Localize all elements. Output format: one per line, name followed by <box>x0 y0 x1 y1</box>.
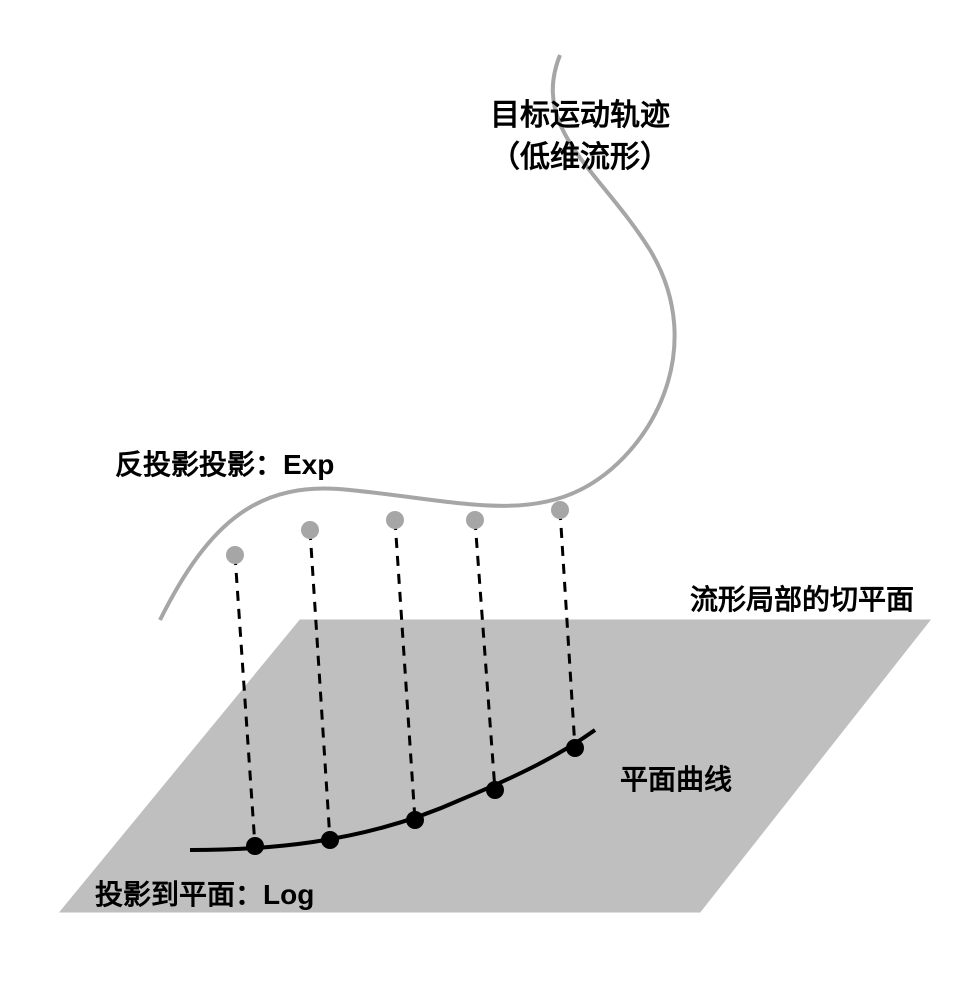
plane-point <box>566 739 584 757</box>
trajectory-title: 目标运动轨迹 （低维流形） <box>490 95 670 179</box>
manifold-point <box>466 511 484 529</box>
manifold-points <box>226 501 569 564</box>
plane-point <box>321 831 339 849</box>
diagram-canvas: 目标运动轨迹 （低维流形） 反投影投影：Exp 流形局部的切平面 平面曲线 投影… <box>0 0 974 1000</box>
log-label: 投影到平面：Log <box>95 875 314 914</box>
plane-point <box>246 837 264 855</box>
exp-label: 反投影投影：Exp <box>115 445 334 484</box>
tangent-plane <box>60 620 930 912</box>
plane-point <box>406 811 424 829</box>
manifold-point <box>301 521 319 539</box>
trajectory-title-line2: （低维流形） <box>490 137 670 179</box>
tangent-plane-label: 流形局部的切平面 <box>690 580 914 619</box>
manifold-point <box>386 511 404 529</box>
plane-point <box>486 781 504 799</box>
manifold-point <box>551 501 569 519</box>
diagram-svg <box>0 0 974 1000</box>
plane-curve-label: 平面曲线 <box>620 760 732 799</box>
manifold-point <box>226 546 244 564</box>
trajectory-title-line1: 目标运动轨迹 <box>490 95 670 137</box>
